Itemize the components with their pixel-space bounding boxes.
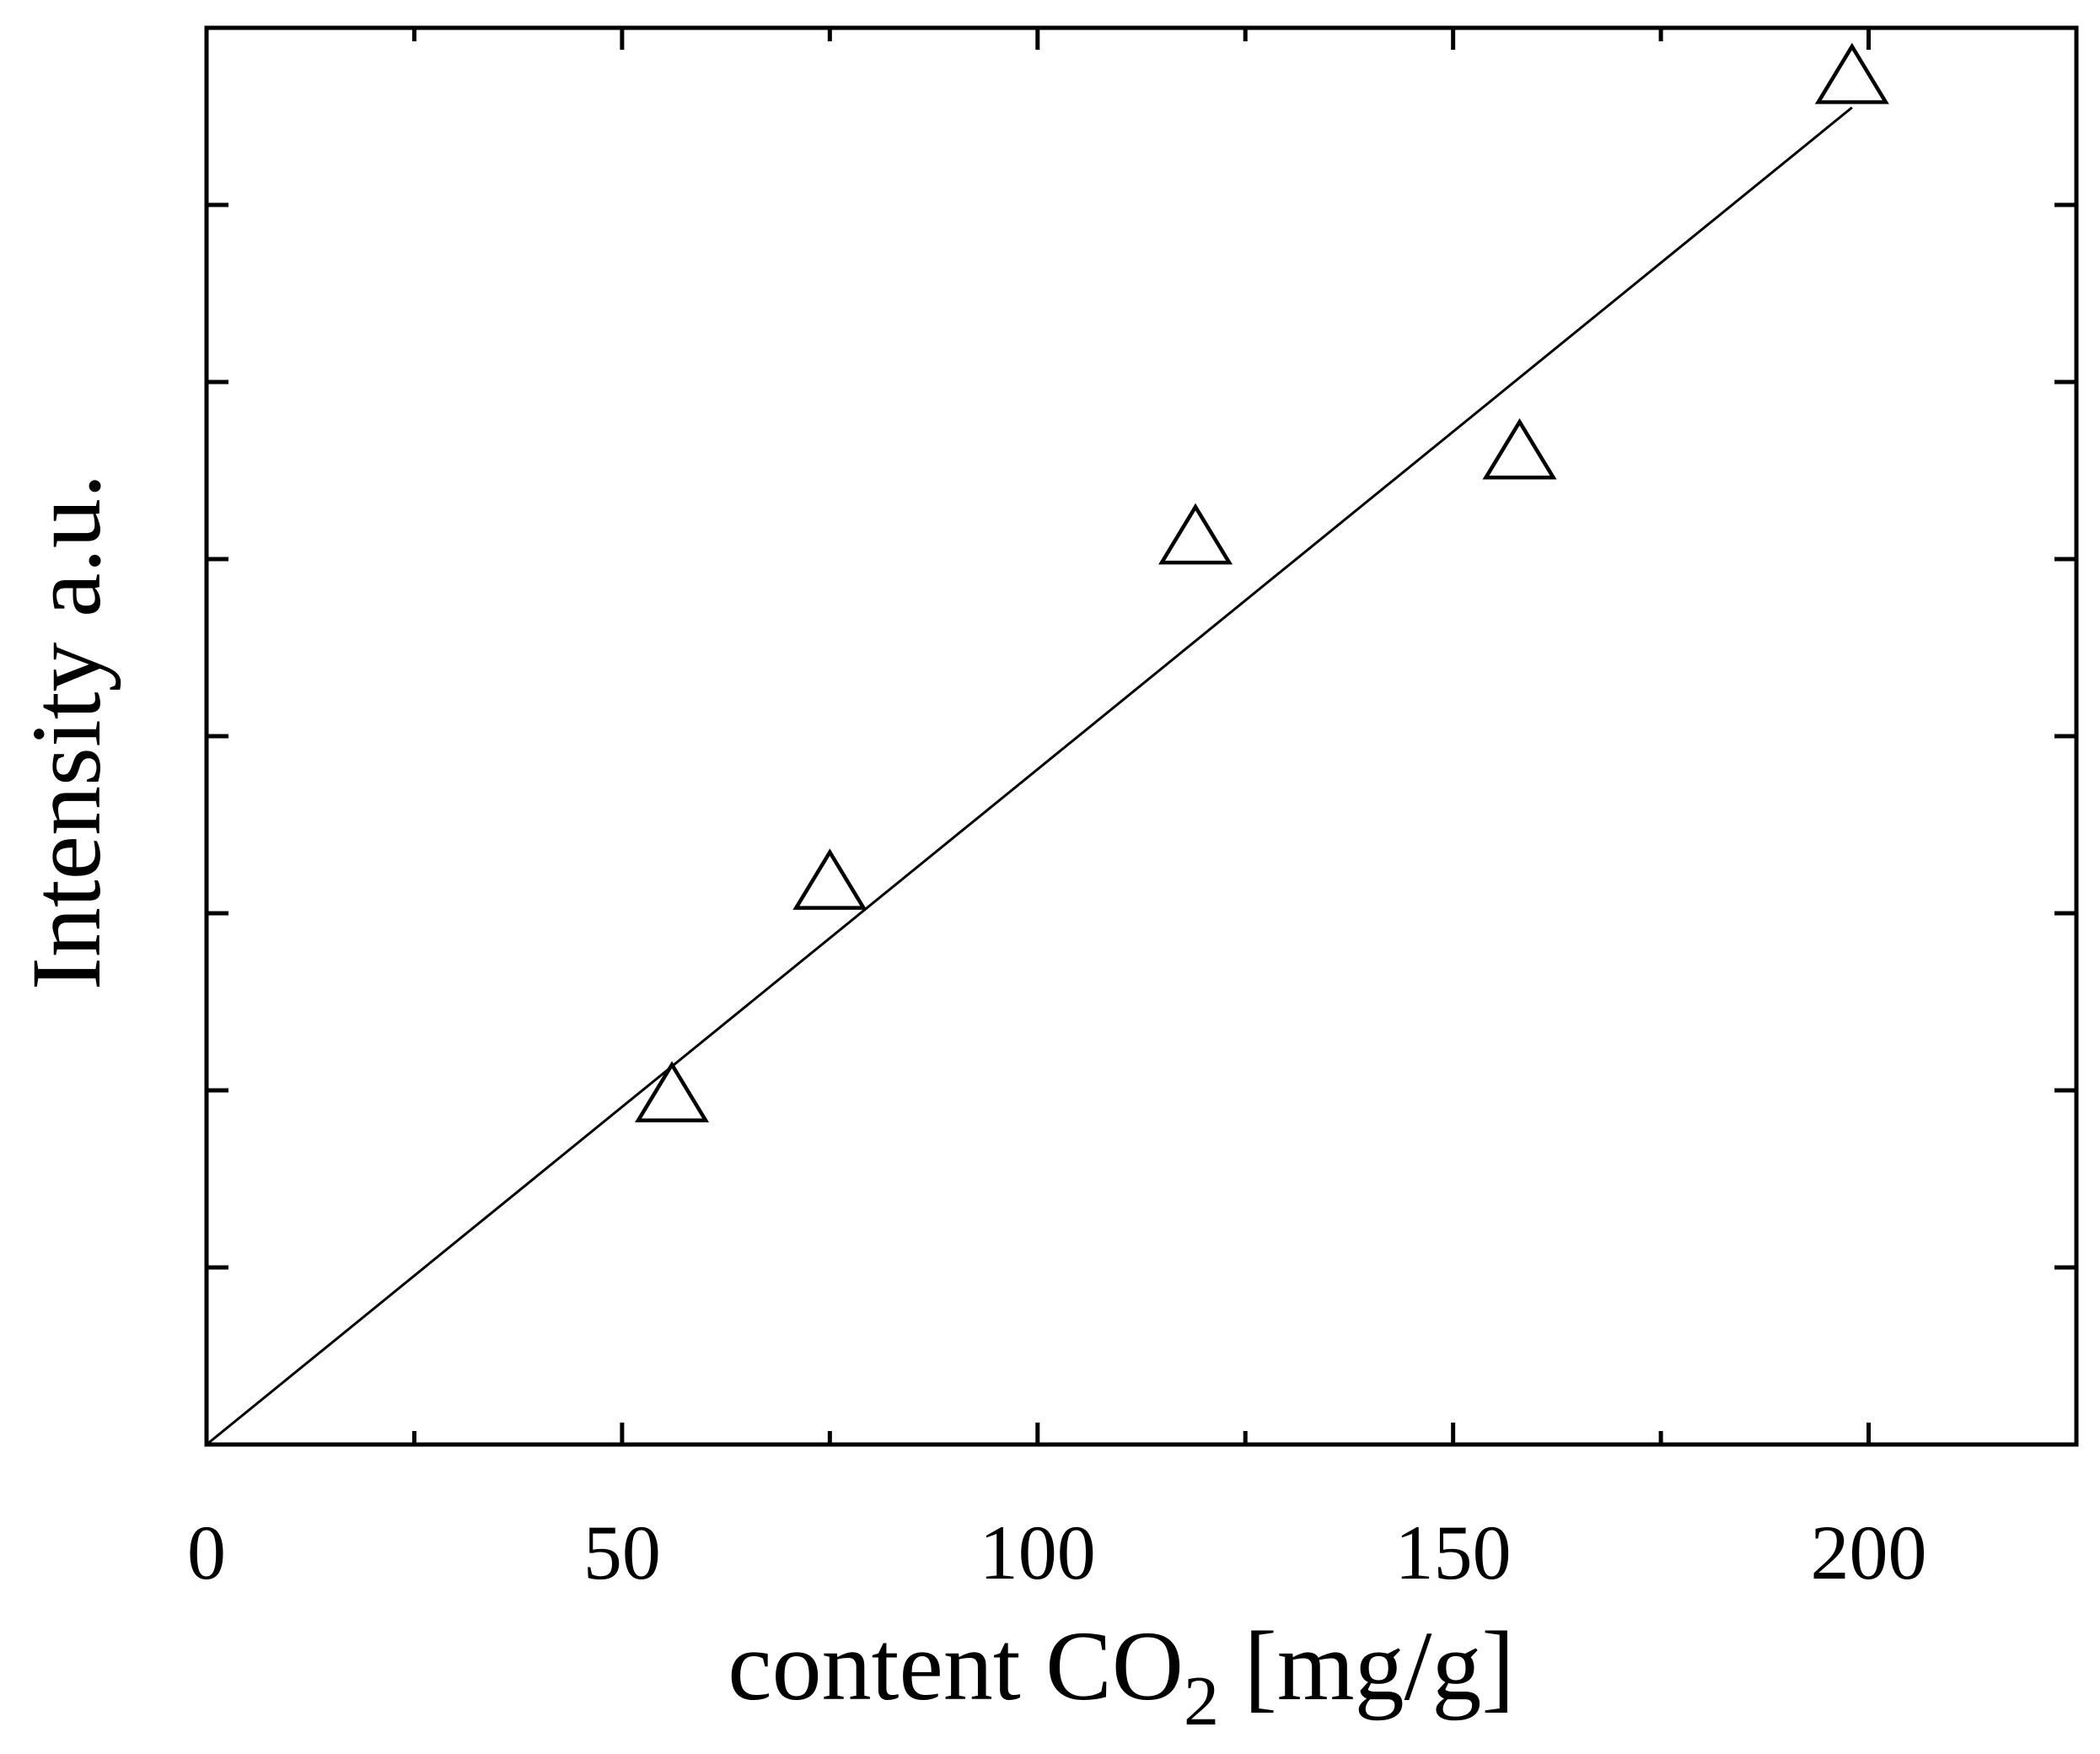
data-point-2 <box>792 848 867 910</box>
x-tick-label-150: 150 <box>1395 1509 1512 1595</box>
data-point-5 <box>1814 42 1889 105</box>
x-tick-label-0: 0 <box>187 1509 226 1595</box>
x-axis-title: content CO2 [mg/g] <box>728 1611 1514 1741</box>
x-tick-label-200: 200 <box>1811 1509 1927 1595</box>
tick-labels: 0 50 100 150 200 <box>187 1509 1927 1595</box>
plot-frame <box>204 25 2079 1447</box>
data-point-3 <box>1158 503 1233 565</box>
data-point-1 <box>635 1061 710 1122</box>
fit-line <box>206 106 1853 1446</box>
y-axis-title: Intensity a.u. <box>11 474 121 991</box>
x-tick-label-50: 50 <box>583 1509 661 1595</box>
data-point-4 <box>1482 417 1557 480</box>
axis-ticks <box>204 28 2076 1445</box>
x-tick-label-100: 100 <box>980 1509 1096 1595</box>
plot-area <box>204 25 2079 1447</box>
